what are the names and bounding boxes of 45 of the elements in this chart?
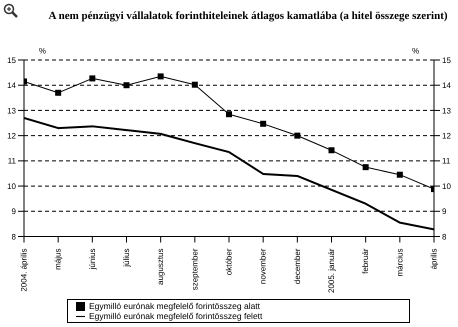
point: [396, 172, 403, 178]
y2-tick-label: 9: [442, 207, 447, 216]
point: [55, 90, 62, 96]
x-tick-label: szeptember: [190, 248, 200, 290]
point: [158, 73, 164, 80]
y-tick-label: 10: [7, 182, 17, 191]
x-tick-label: augusztus: [156, 248, 166, 285]
point: [226, 111, 232, 118]
x-tick-label: 2004. április: [20, 248, 28, 292]
chart-title: A nem pénzügyi vállalatok forinthiteleinek átlagos kamatlába (a hitel összege szerint): [48, 10, 448, 23]
x-tick-label: április: [430, 248, 438, 270]
x-tick-label: június: [88, 248, 97, 270]
y2-axis-title: %: [412, 46, 420, 56]
y2-tick-label: 13: [442, 106, 452, 116]
y-tick-label: 8: [12, 232, 17, 242]
point: [89, 75, 96, 82]
y-tick-label: 15: [7, 56, 17, 65]
y-tick-label: 14: [7, 81, 17, 90]
x-tick-label: 2005. január: [327, 248, 336, 293]
y2-tick-label: 14: [442, 81, 452, 90]
point: [124, 82, 130, 88]
y2-tick-label: 15: [442, 56, 452, 65]
point: [362, 164, 369, 170]
x-tick-label: november: [258, 248, 268, 284]
y-tick-label: 11: [8, 156, 17, 166]
legend-label: Egymilló eurónak megfelelő forintösszeg alatt: [89, 300, 260, 310]
legend-label: Egymilló eurónak megfelelő forintösszeg felett: [89, 310, 262, 321]
x-tick-label: március: [395, 248, 404, 277]
point: [328, 147, 334, 154]
y2-tick-label: 12: [442, 131, 452, 140]
point: [260, 120, 266, 127]
y-tick-label: 13: [7, 106, 17, 116]
y-tick-label: 12: [7, 131, 17, 140]
x-tick-label: május: [54, 248, 63, 270]
x-tick-label: december: [292, 248, 302, 284]
y2-tick-label: 10: [442, 182, 452, 191]
x-tick-label: október: [224, 248, 234, 276]
x-tick-label: július: [122, 248, 131, 268]
y2-tick-label: 8: [442, 232, 447, 242]
x-tick-label: február: [361, 248, 370, 274]
y-tick-label: 9: [12, 207, 17, 216]
y-axis-title: %: [38, 46, 46, 56]
point: [192, 82, 198, 88]
point: [294, 132, 300, 139]
y2-tick-label: 11: [442, 156, 451, 166]
